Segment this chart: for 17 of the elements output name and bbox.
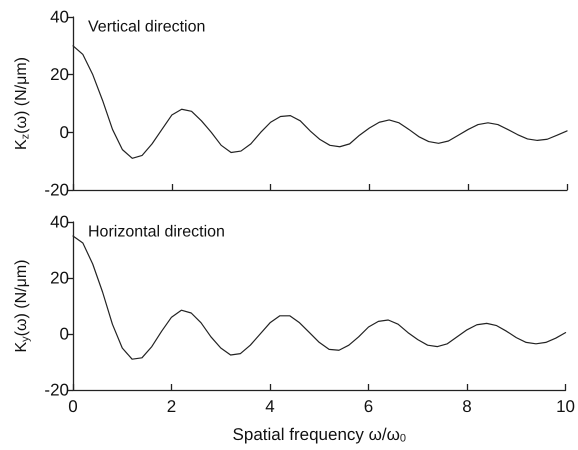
y-tick-label: 0 xyxy=(60,324,69,344)
x-tick-label: 2 xyxy=(166,397,176,416)
x-tick-label: 4 xyxy=(265,397,275,416)
y-tick-label: -20 xyxy=(44,180,69,200)
y-tick-label: 20 xyxy=(50,268,69,288)
y-tick-label: 40 xyxy=(50,8,69,26)
x-tick-label: 8 xyxy=(462,397,472,416)
y-tick-label: 40 xyxy=(50,212,69,232)
y-axis-title: Kz(ω) (N/μm) xyxy=(13,57,32,150)
y-tick-label: -20 xyxy=(44,380,69,400)
y-tick-label: 20 xyxy=(50,65,69,84)
x-tick-label: 6 xyxy=(364,397,374,416)
x-tick-label: 10 xyxy=(556,397,576,416)
y-tick-label: 0 xyxy=(60,122,69,142)
annotation: Vertical direction xyxy=(88,18,206,36)
annotation: Horizontal direction xyxy=(88,224,225,240)
y-axis-title: Ky(ω) (N/μm) xyxy=(13,260,32,352)
